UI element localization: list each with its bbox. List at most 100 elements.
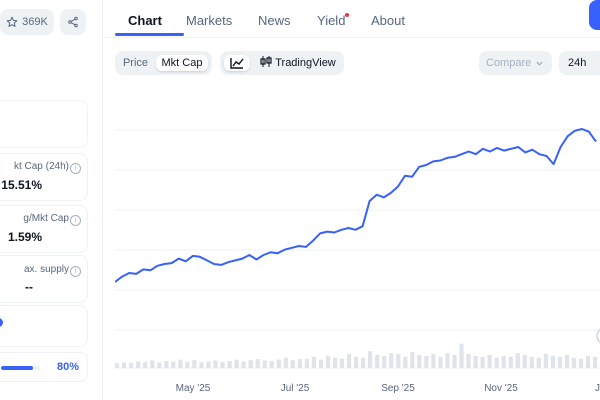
volume-bar <box>382 355 387 368</box>
info-icon[interactable]: i <box>70 163 81 174</box>
volume-bar <box>410 352 415 368</box>
volume-bar <box>557 356 562 368</box>
volume-bar <box>354 356 359 368</box>
mktcap-toggle[interactable]: Mkt Cap <box>156 55 208 71</box>
volume-bar <box>389 353 394 368</box>
volume-bar <box>262 360 267 368</box>
volume-bar <box>578 358 584 368</box>
stat-card-fdv-mktcap: g/Mkt Cap i 1.59% <box>0 205 88 253</box>
volume-bar <box>501 355 506 368</box>
volume-bar <box>150 360 155 368</box>
compare-label: Compare <box>486 57 532 69</box>
volume-bar <box>403 356 408 368</box>
volume-bar <box>311 356 316 368</box>
info-icon[interactable]: i <box>70 215 81 226</box>
volume-bar <box>452 354 457 368</box>
price-mktcap-toggle: Price Mkt Cap <box>115 51 212 75</box>
watchlist-button[interactable]: 369K <box>0 9 54 35</box>
volume-bar <box>115 363 120 368</box>
tab-markets[interactable]: Markets <box>186 13 233 28</box>
volume-bar <box>199 362 204 368</box>
volume-bar <box>129 362 134 368</box>
volume-bar <box>234 359 239 368</box>
volume-bar <box>473 355 478 368</box>
progress-track <box>1 366 41 370</box>
volume-bar <box>248 360 253 368</box>
volume-bar <box>361 357 366 368</box>
volume-bar <box>564 354 570 368</box>
info-icon[interactable]: i <box>70 266 81 277</box>
volume-bar <box>522 354 527 368</box>
volume-bar <box>396 354 401 368</box>
x-tick-label: Jul '25 <box>281 383 310 394</box>
supply-progress-card: 80% <box>0 352 88 382</box>
tab-news[interactable]: News <box>258 13 291 28</box>
volume-bar <box>431 354 436 368</box>
stat-label: ax. supply <box>23 264 69 275</box>
volume-bar <box>164 361 169 368</box>
volume-bar <box>466 354 471 368</box>
x-axis-labels: May '25 Jul '25 Sep '25 Nov '25 Jan <box>176 383 600 394</box>
volume-bar <box>171 361 176 368</box>
volume-bar <box>185 361 190 368</box>
volume-bar <box>368 351 373 368</box>
tab-chart[interactable]: Chart <box>128 13 162 28</box>
interval-dropdown[interactable]: 24h <box>559 51 600 75</box>
volume-bar <box>178 359 183 368</box>
x-tick-label: Jan <box>595 383 600 394</box>
volume-bars <box>115 343 598 368</box>
volume-bar <box>494 357 499 368</box>
stat-value: -- <box>25 280 33 294</box>
volume-bar <box>206 361 211 368</box>
volume-bar <box>227 361 232 368</box>
chart-grid <box>115 129 600 369</box>
tradingview-label: TradingView <box>275 57 336 69</box>
volume-bar <box>297 359 302 368</box>
volume-bar <box>157 362 162 368</box>
stat-label: g/Mkt Cap <box>23 213 69 224</box>
volume-bar <box>459 343 464 368</box>
tab-yield[interactable]: Yield <box>317 13 346 28</box>
volume-bar <box>192 360 197 368</box>
price-toggle[interactable]: Price <box>122 57 149 69</box>
share-button[interactable] <box>60 9 86 35</box>
line-chart-toggle[interactable] <box>224 55 250 71</box>
volume-bar <box>143 361 148 368</box>
volume-bar <box>424 355 429 368</box>
volume-bar <box>571 357 577 368</box>
active-tab-indicator <box>115 33 184 36</box>
volume-bar <box>269 361 274 368</box>
volume-bar <box>438 356 443 368</box>
volume-bar <box>536 357 541 368</box>
volume-bar <box>445 353 450 368</box>
volume-bar <box>347 354 352 368</box>
volume-bar <box>543 354 548 368</box>
volume-bar <box>508 356 513 368</box>
volume-bar <box>276 359 281 368</box>
yield-notification-dot <box>345 13 349 17</box>
volume-bar <box>304 358 309 368</box>
share-icon <box>68 16 78 28</box>
stat-value: 1.59% <box>7 230 42 244</box>
stat-value: 15.51% <box>1 178 42 192</box>
candlestick-icon <box>260 56 272 67</box>
volume-bar <box>283 357 288 368</box>
x-tick-label: Sep '25 <box>381 383 415 394</box>
stat-card-volume-mktcap-24h: kt Cap (24h) i 15.51% <box>0 153 88 201</box>
compare-dropdown[interactable]: Compare <box>479 51 552 75</box>
interval-label: 24h <box>568 57 587 69</box>
volume-bar <box>375 354 380 368</box>
tradingview-toggle[interactable]: TradingView <box>256 55 340 71</box>
x-tick-label: Nov '25 <box>484 383 518 394</box>
market-cap-chart[interactable]: May '25 Jul '25 Sep '25 Nov '25 Jan <box>115 90 600 400</box>
star-icon <box>6 16 18 27</box>
chart-type-toggle: TradingView <box>220 51 344 75</box>
chart-handle[interactable] <box>596 328 600 344</box>
tab-bar: Chart Markets News Yield About <box>102 0 600 38</box>
progress-fill <box>1 366 33 370</box>
primary-action-button[interactable] <box>589 0 600 30</box>
tab-about[interactable]: About <box>371 13 405 28</box>
volume-bar <box>515 353 520 368</box>
volume-bar <box>136 361 141 368</box>
watchlist-count: 369K <box>22 16 48 28</box>
